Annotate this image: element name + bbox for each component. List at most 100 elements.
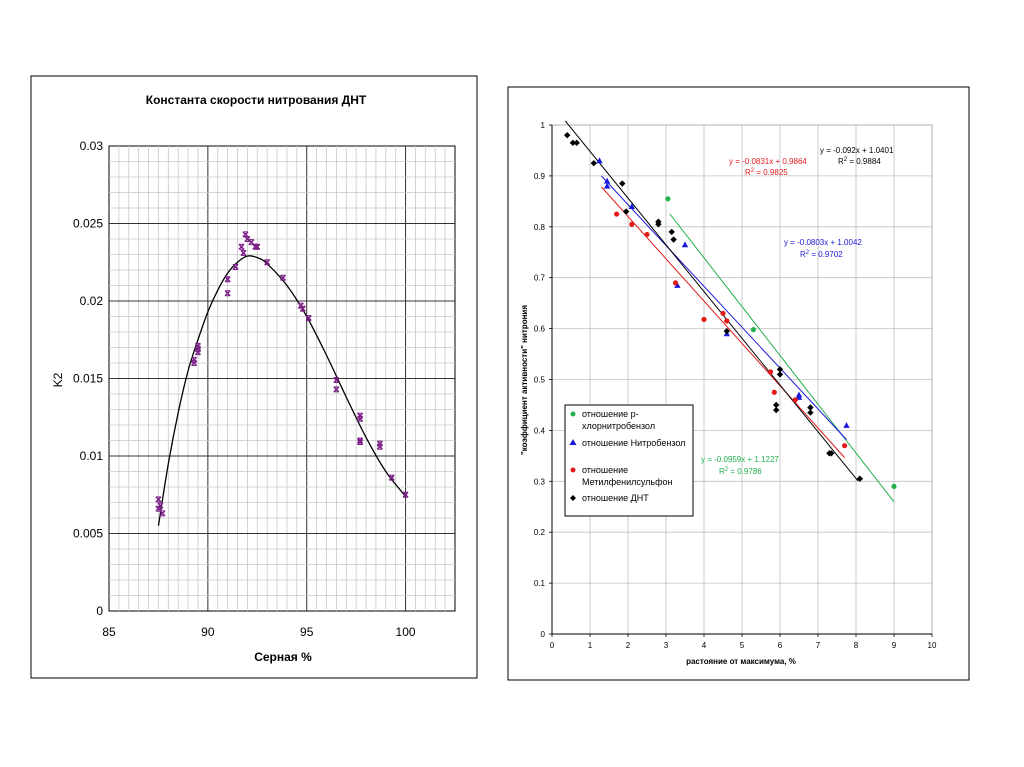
legend-label-dnt: отношение ДНТ: [582, 493, 649, 503]
right-data-point-series-2: [672, 280, 679, 286]
equation-dnt-text: y = -0.092x + 1.0401: [820, 146, 894, 155]
legend-marker-dnt: [570, 495, 576, 501]
left-data-point: [232, 263, 239, 270]
r2-methylphenylsulfone-value: = 0.9825: [754, 168, 788, 177]
r2-chloronitrobenzene-value: = 0.9786: [728, 467, 762, 476]
right-data-point-series-1: [603, 177, 611, 184]
legend-label-nitrobenzene: отношение Нитробензол: [582, 438, 685, 448]
legend-marker-methylphenylsulfone: [570, 467, 576, 473]
right-data-point-series-3: [776, 366, 784, 373]
r2-chloronitrobenzene-label: R: [719, 467, 725, 476]
legend-item-chloronitrobenzene: отношение р- хлорнитробензол: [570, 409, 655, 431]
left-y-tick-label: 0.025: [73, 217, 103, 231]
r2-chloronitrobenzene: R2 = 0.9786: [719, 467, 762, 476]
r2-methylphenylsulfone-sup: 2: [751, 168, 755, 174]
left-chart-title: Константа скорости нитрования ДНТ: [146, 93, 367, 107]
right-data-point-series-3: [807, 404, 814, 411]
right-data-point-series-1: [843, 422, 850, 428]
legend-label-chloronitrobenzene-line1: отношение р-: [582, 409, 639, 419]
right-x-tick-label: 10: [928, 641, 937, 650]
right-data-point-series-2: [701, 316, 707, 323]
right-data-point-series-3: [670, 236, 677, 243]
right-y-tick-label: 0.6: [534, 325, 546, 334]
right-data-point-series-3: [564, 131, 571, 139]
left-y-tick-label: 0.03: [80, 139, 104, 153]
right-points: [564, 131, 897, 489]
right-y-axis-label: "коэффициент активности" нитрония: [520, 305, 529, 455]
right-data-point-series-2: [720, 310, 726, 316]
left-data-point: [254, 243, 261, 250]
left-trend-curve: [157, 255, 407, 526]
right-data-point-series-0: [891, 483, 897, 489]
left-data-point: [155, 505, 162, 512]
right-y-tick-label: 0.7: [534, 274, 546, 283]
right-y-tick-label: 0.9: [534, 172, 546, 181]
right-data-point-series-3: [619, 180, 626, 187]
right-data-point-series-2: [629, 221, 635, 227]
left-data-point: [238, 243, 245, 250]
r2-nitrobenzene-sup: 2: [806, 250, 810, 256]
right-data-point-series-1: [596, 157, 603, 164]
left-x-tick-label: 90: [201, 625, 215, 639]
right-data-point-series-3: [856, 475, 863, 482]
right-data-point-series-2: [724, 318, 730, 324]
left-data-point: [194, 349, 202, 356]
right-y-tick-label: 0.5: [534, 376, 546, 385]
right-data-point-series-2: [792, 397, 798, 403]
right-x-tick-label: 7: [816, 641, 821, 650]
r2-dnt-value: = 0.9884: [847, 157, 881, 166]
left-y-tick-label: 0.015: [73, 372, 103, 386]
left-data-point: [240, 249, 247, 256]
right-data-point-series-2: [842, 443, 848, 449]
right-x-tick-label: 1: [588, 641, 593, 650]
right-data-point-series-1: [674, 282, 681, 288]
left-data-point: [279, 274, 287, 281]
right-x-axis-label: растояние от максимума, %: [686, 657, 796, 666]
right-data-point-series-2: [767, 369, 774, 375]
r2-dnt: R2 = 0.9884: [838, 157, 881, 166]
left-x-tick-label: 95: [300, 625, 314, 639]
legend-label-methylphenylsulfone-line1: отношение: [582, 465, 628, 475]
right-data-point-series-3: [723, 327, 730, 335]
right-data-point-series-1: [795, 394, 803, 400]
right-x-tick-label: 9: [892, 641, 897, 650]
legend-item-dnt: отношение ДНТ: [570, 493, 649, 503]
right-data-point-series-2: [644, 231, 650, 238]
right-data-point-series-3: [590, 159, 597, 167]
left-y-tick-label: 0.005: [73, 527, 103, 541]
right-data-point-series-2: [771, 389, 777, 395]
legend-item-nitrobenzene: отношение Нитробензол: [569, 438, 685, 448]
right-data-point-series-1: [603, 182, 611, 189]
right-x-tick-label: 0: [550, 641, 555, 650]
left-data-point: [155, 496, 162, 503]
left-data-point: [402, 491, 409, 498]
left-y-tick-label: 0.02: [80, 294, 104, 308]
equation-dnt: y = -0.092x + 1.0401 R2 = 0.9884: [820, 146, 894, 166]
right-data-point-series-3: [622, 208, 630, 215]
right-x-tick-labels: 0 1 2 3 4 5 6 7 8 9 10: [550, 641, 937, 650]
left-trend-line: [157, 255, 407, 526]
legend-marker-nitrobenzene: [569, 439, 577, 445]
right-data-point-series-1: [681, 241, 689, 248]
equation-nitrobenzene: y = -0.0803x + 1.0042 R2 = 0.9702: [784, 238, 862, 259]
left-data-point: [333, 386, 340, 393]
right-data-point-series-3: [655, 218, 662, 225]
left-x-axis-label: Серная %: [254, 650, 312, 664]
legend-label-methylphenylsulfone-line2: Метилфенилсульфон: [582, 477, 673, 487]
right-x-tick-label: 3: [664, 641, 669, 650]
right-x-tick-label: 8: [854, 641, 859, 650]
legend-label-chloronitrobenzene-line2: хлорнитробензол: [582, 421, 655, 431]
legend-marker-chloronitrobenzene: [570, 411, 576, 417]
left-y-axis-label: K2: [51, 372, 65, 387]
legend-item-methylphenylsulfone: отношение Метилфенилсульфон: [570, 465, 673, 487]
r2-methylphenylsulfone-label: R: [745, 168, 751, 177]
left-data-point: [159, 510, 166, 517]
right-y-tick-label: 0.2: [534, 528, 546, 537]
right-data-point-series-3: [807, 409, 814, 416]
right-fit-line-3: [564, 120, 859, 482]
right-x-tick-label: 5: [740, 641, 745, 650]
right-data-point-series-2: [614, 211, 620, 217]
right-data-point-series-3: [776, 371, 784, 378]
legend: отношение р- хлорнитробензол отношение Н…: [564, 404, 694, 517]
